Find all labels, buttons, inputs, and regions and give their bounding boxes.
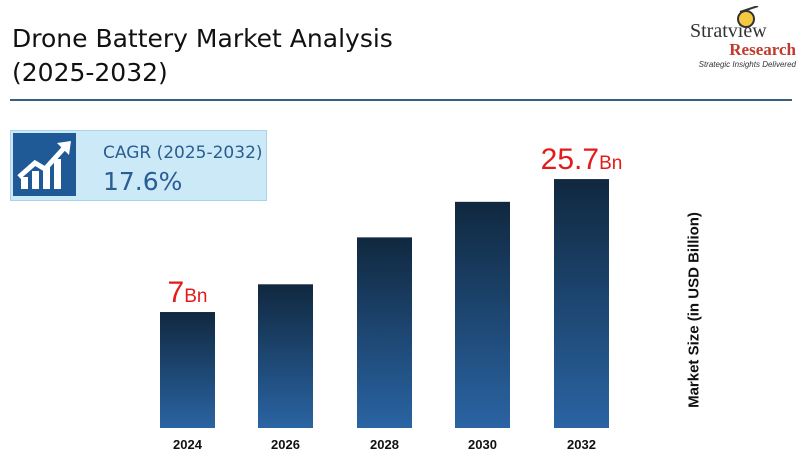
x-tick-label: 2032 bbox=[567, 437, 596, 452]
data-label: 7Bn bbox=[168, 276, 208, 309]
title-line-1: Drone Battery Market Analysis bbox=[12, 24, 393, 53]
bar-2024 bbox=[160, 312, 215, 428]
page-title: Drone Battery Market Analysis (2025-2032) bbox=[12, 22, 393, 90]
logo-name-2: Research bbox=[729, 40, 796, 59]
x-tick-label: 2024 bbox=[173, 437, 203, 452]
y-axis-label: Market Size (in USD Billion) bbox=[685, 212, 703, 408]
header-divider bbox=[10, 99, 792, 101]
x-tick-label: 2026 bbox=[271, 437, 300, 452]
x-tick-label: 2030 bbox=[468, 437, 497, 452]
cagr-box: CAGR (2025-2032) 17.6% bbox=[10, 130, 267, 201]
stratview-logo: Stratview Research Strategic Insights De… bbox=[690, 6, 800, 69]
logo-name: Stratview bbox=[690, 20, 767, 42]
cagr-value: 17.6% bbox=[103, 167, 183, 196]
bar-2026 bbox=[258, 284, 313, 428]
bar-2030 bbox=[455, 201, 510, 428]
bar-2028 bbox=[357, 237, 412, 428]
data-label: 25.7Bn bbox=[541, 143, 623, 176]
bar-2032 bbox=[554, 179, 609, 428]
title-line-2: (2025-2032) bbox=[12, 58, 168, 87]
magnifier-chart-icon bbox=[737, 6, 759, 28]
x-tick-label: 2028 bbox=[370, 437, 399, 452]
growth-chart-icon bbox=[13, 133, 76, 196]
logo-tagline: Strategic Insights Delivered bbox=[698, 60, 796, 69]
cagr-label: CAGR (2025-2032) bbox=[103, 143, 263, 163]
